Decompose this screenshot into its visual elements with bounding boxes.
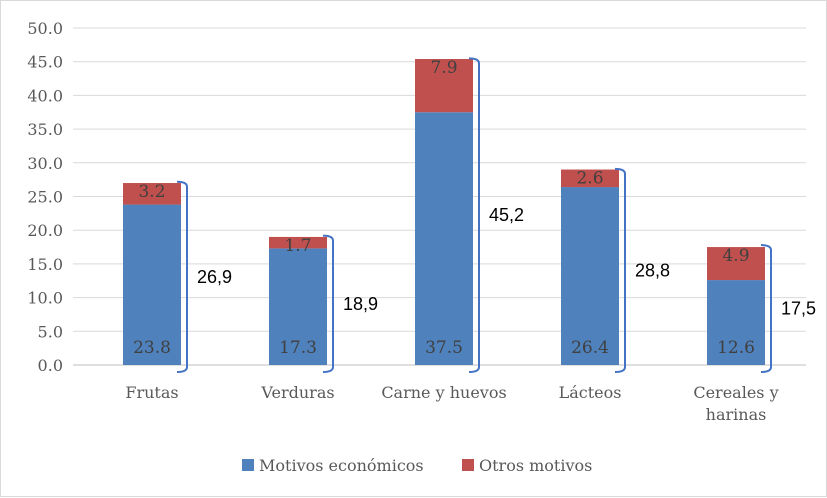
legend: Motivos económicos Otros motivos	[242, 456, 592, 475]
y-tick-label: 40.0	[27, 86, 63, 105]
bar-segment-otros-motivos	[415, 59, 473, 113]
y-tick-label: 5.0	[38, 322, 63, 341]
segment-value-label: 4.9	[722, 246, 749, 266]
x-category-label: harinas	[706, 405, 767, 424]
total-brackets	[176, 57, 772, 373]
total-bracket	[468, 57, 480, 373]
x-category-label: Cereales y	[693, 383, 778, 402]
total-bracket	[322, 234, 334, 373]
bar-segment-motivos-economicos	[123, 204, 181, 365]
y-tick-label: 25.0	[27, 188, 63, 207]
y-tick-label: 20.0	[27, 221, 63, 240]
x-category-label: Carne y huevos	[381, 383, 506, 402]
y-tick-label: 15.0	[27, 255, 63, 274]
total-value-label: 18,9	[343, 294, 378, 314]
y-tick-label: 45.0	[27, 53, 63, 72]
bar-segment-otros-motivos	[269, 236, 327, 249]
segment-value-label: 12.6	[717, 338, 755, 358]
bar-segment-motivos-economicos	[561, 187, 619, 365]
bar-segment-otros-motivos	[561, 169, 619, 188]
total-bracket	[176, 180, 188, 373]
bar-segment-otros-motivos	[123, 183, 181, 205]
legend-label: Motivos económicos	[259, 456, 424, 475]
total-value-label: 45,2	[489, 205, 524, 225]
bar-segment-motivos-economicos	[415, 112, 473, 365]
y-axis-ticks: 0.0 5.0 10.0 15.0 20.0 25.0 30.0 35.0 40.0 45.0 50…	[27, 19, 63, 375]
segment-value-label: 7.9	[430, 58, 457, 78]
bar-segment-otros-motivos	[707, 247, 765, 281]
data-labels: 23.8 3.2 17.3 1.7 37.5 7.9 26.4 2.6 12.6 4.9 26,9 1…	[133, 58, 816, 358]
y-tick-label: 0.0	[38, 356, 63, 375]
x-category-label: Frutas	[125, 383, 178, 402]
legend-label: Otros motivos	[479, 456, 592, 475]
segment-value-label: 3.2	[138, 182, 165, 202]
x-axis-categories: Frutas Verduras Carne y huevos Lácteos Cerea…	[125, 383, 778, 424]
bars	[123, 59, 765, 365]
total-bracket	[614, 167, 626, 373]
x-category-label: Lácteos	[559, 383, 622, 402]
y-tick-label: 10.0	[27, 289, 63, 308]
legend-swatch-motivos-economicos	[242, 459, 254, 471]
x-category-label: Verduras	[260, 383, 334, 402]
bar-segment-motivos-economicos	[269, 248, 327, 365]
y-tick-label: 50.0	[27, 19, 63, 38]
segment-value-label: 37.5	[425, 338, 463, 358]
total-bracket	[760, 244, 772, 373]
bar-segment-motivos-economicos	[707, 280, 765, 365]
y-tick-label: 35.0	[27, 120, 63, 139]
y-tick-label: 30.0	[27, 154, 63, 173]
segment-value-label: 2.6	[576, 169, 603, 189]
total-value-label: 28,8	[635, 260, 670, 280]
segment-value-label: 1.7	[284, 236, 311, 256]
legend-swatch-otros-motivos	[462, 459, 474, 471]
segment-value-label: 17.3	[279, 338, 317, 358]
segment-value-label: 23.8	[133, 338, 171, 358]
segment-value-label: 26.4	[571, 338, 609, 358]
total-value-label: 17,5	[781, 299, 816, 319]
total-value-label: 26,9	[197, 267, 232, 287]
